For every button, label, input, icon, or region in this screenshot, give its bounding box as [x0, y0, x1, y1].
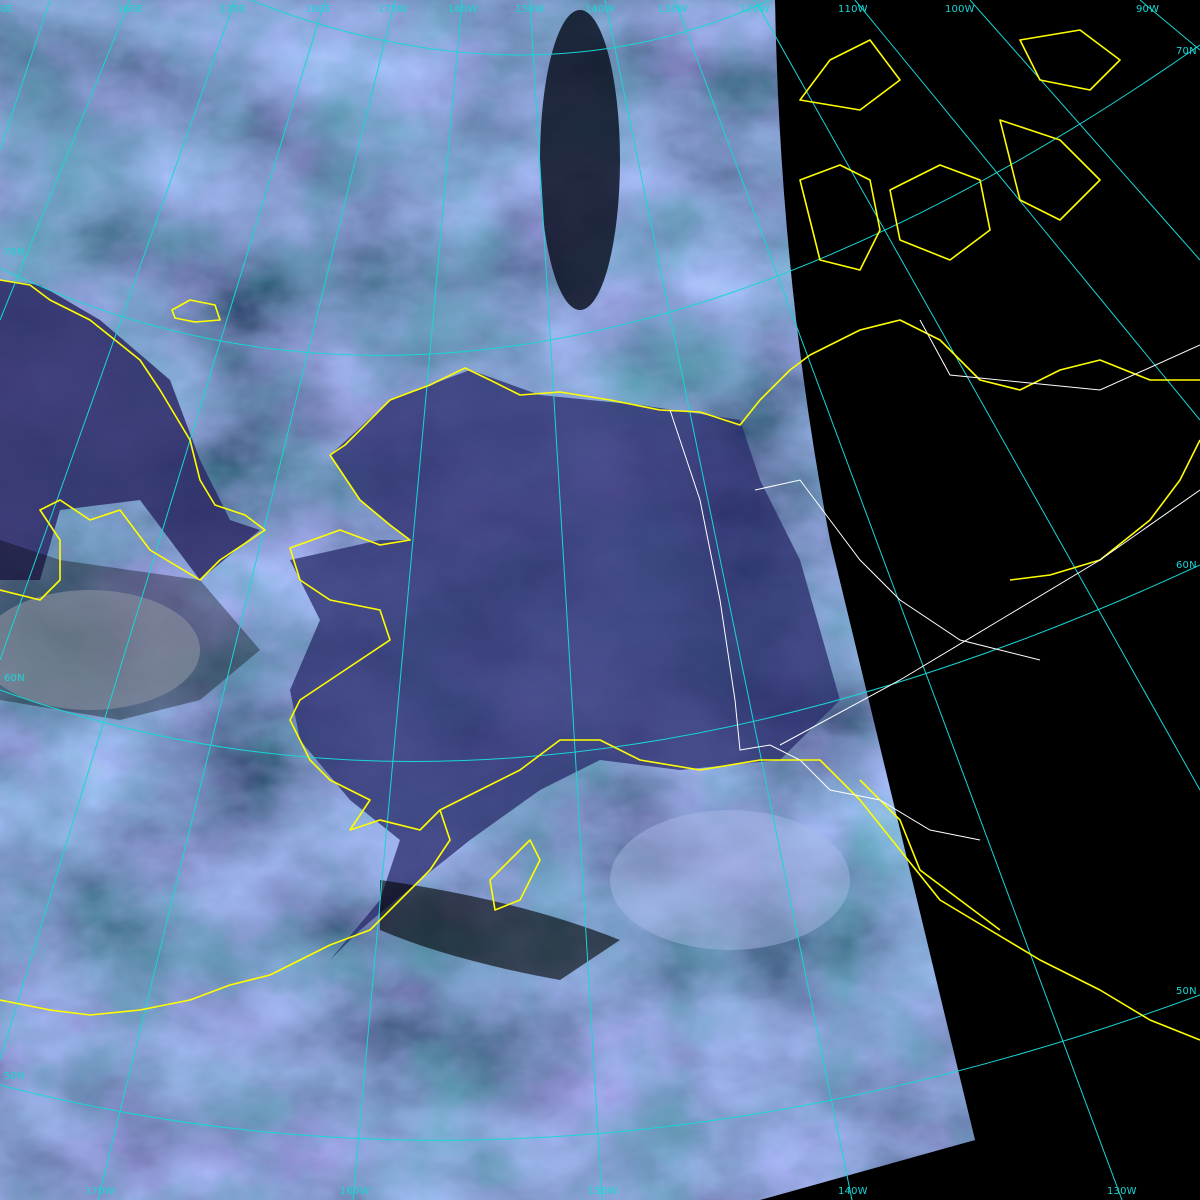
parallel-70n [0, 44, 1200, 356]
lon-label: 90W [1136, 4, 1160, 15]
meridian-100w [969, 0, 1200, 261]
lon-label: 140W [838, 1186, 868, 1197]
meridian-120w [754, 0, 1200, 791]
lon-label: 0E [0, 4, 14, 15]
lon-label: 110W [838, 4, 868, 15]
alaska-south-coast [439, 739, 1200, 1041]
hudson-coast [1009, 439, 1200, 581]
lon-label: 130W [658, 4, 688, 15]
lon-label: 140W [585, 4, 615, 15]
lon-label: 180E [305, 4, 332, 15]
chukotka-coast [0, 279, 266, 601]
lat-label: 50N [4, 1071, 25, 1082]
alaska-land [290, 370, 840, 960]
yukon-border [754, 479, 1041, 661]
lon-label: 170E [220, 4, 247, 15]
parallel-60n [0, 564, 1200, 762]
coastlines [0, 29, 1200, 1041]
kodiak-island [489, 839, 541, 911]
meridian-160w [352, 0, 463, 1200]
lon-label: 150W [588, 1186, 618, 1197]
lon-label: 160W [340, 1186, 370, 1197]
parallel-50n [0, 994, 1200, 1141]
meridian-150e [0, 0, 51, 151]
lon-label: 170W [85, 1186, 115, 1197]
alaska-west-coast [269, 454, 451, 976]
canada-arctic-islands [799, 29, 1121, 271]
lat-label: 60N [4, 673, 25, 684]
siberia-land [0, 280, 260, 580]
lon-label: 130W [1107, 1186, 1137, 1197]
meridian-170e [0, 0, 236, 661]
meridian-160e [0, 0, 131, 321]
lat-label: 60N [1176, 560, 1197, 571]
lat-label: 70N [4, 247, 25, 258]
lat-label: 70N [1176, 46, 1197, 57]
meridian-170w [97, 0, 396, 1200]
meridian-140w [604, 0, 853, 1200]
alaska-canada-border [669, 409, 981, 841]
meridian-110w [854, 0, 1200, 421]
nunavut-border [919, 319, 1200, 391]
lon-label: 170W [378, 4, 408, 15]
lon-label: 160W [448, 4, 478, 15]
aleutian-chain [0, 974, 271, 1016]
meridian-90w [1139, 0, 1200, 51]
meridian-180 [0, 0, 326, 1061]
lon-label: 100W [945, 4, 975, 15]
political-borders [669, 319, 1200, 841]
st-lawrence-island [171, 299, 221, 323]
lon-label: 160E [117, 4, 144, 15]
lat-label: 50N [1176, 986, 1197, 997]
canada-north-coast [809, 319, 1200, 391]
parallel-80n [249, 0, 771, 56]
bc-coast [859, 779, 1001, 931]
meridian-150w [529, 0, 603, 1200]
canada-provincial-border [779, 489, 1200, 746]
alaska-north-coast [329, 354, 811, 456]
meridian-130w [674, 0, 1123, 1200]
lon-label: 150W [515, 4, 545, 15]
lon-label: 120W [740, 4, 770, 15]
